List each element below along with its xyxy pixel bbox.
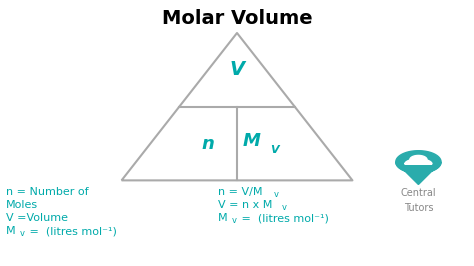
Text: n = Number of: n = Number of — [6, 187, 89, 197]
Text: M: M — [242, 132, 260, 150]
Polygon shape — [405, 159, 432, 164]
Text: Tutors: Tutors — [404, 203, 433, 213]
Text: Central: Central — [401, 188, 436, 198]
Text: Molar Volume: Molar Volume — [162, 9, 312, 28]
Text: n: n — [202, 135, 215, 152]
Text: v: v — [274, 190, 279, 199]
Text: =  (litres mol⁻¹): = (litres mol⁻¹) — [26, 226, 117, 236]
Text: V: V — [270, 145, 279, 155]
Text: v: v — [282, 203, 287, 212]
Polygon shape — [410, 155, 427, 164]
Text: v: v — [19, 229, 24, 238]
Text: n = V/M: n = V/M — [218, 187, 263, 197]
Text: V =Volume: V =Volume — [6, 213, 68, 223]
Text: v: v — [231, 216, 237, 225]
Text: =  (litres mol⁻¹): = (litres mol⁻¹) — [238, 213, 329, 223]
Polygon shape — [396, 151, 441, 173]
Text: Moles: Moles — [6, 200, 38, 210]
Text: M: M — [218, 213, 228, 223]
Text: M: M — [6, 226, 16, 236]
Polygon shape — [396, 162, 441, 184]
Text: V = n x M: V = n x M — [218, 200, 273, 210]
Text: V: V — [229, 60, 245, 79]
